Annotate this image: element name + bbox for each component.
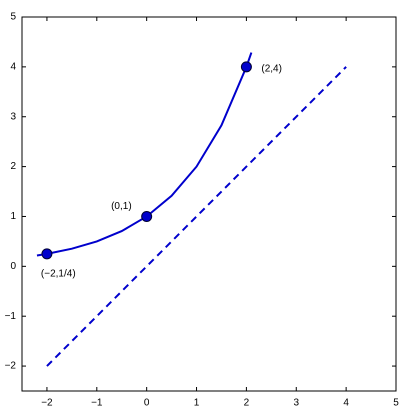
- x-tick-label: 3: [293, 398, 299, 409]
- y-tick-label: 2: [10, 161, 16, 172]
- curve: [36, 52, 253, 257]
- point: [240, 61, 252, 73]
- point-label: (2,4): [261, 64, 282, 75]
- y-tick-label: 4: [10, 62, 16, 73]
- y-tick-label: −2: [5, 361, 17, 372]
- point: [141, 210, 153, 222]
- y-tick-label: −1: [5, 311, 17, 322]
- x-tick-label: 5: [393, 398, 399, 409]
- x-tick-label: −1: [91, 398, 103, 409]
- point-label: (−2,1/4): [41, 269, 76, 280]
- plot-frame: [21, 16, 397, 392]
- point: [41, 248, 53, 260]
- x-tick-label: 0: [144, 398, 150, 409]
- x-tick-label: 1: [194, 398, 200, 409]
- y-tick-label: 5: [10, 12, 16, 23]
- point-label: (0,1): [111, 201, 132, 212]
- x-tick-label: 2: [244, 398, 250, 409]
- x-tick-label: 4: [343, 398, 349, 409]
- y-tick-label: 3: [10, 111, 16, 122]
- y-tick-label: 0: [10, 261, 16, 272]
- dashed-line: [46, 66, 347, 367]
- x-tick-label: −2: [41, 398, 53, 409]
- y-tick-label: 1: [10, 211, 16, 222]
